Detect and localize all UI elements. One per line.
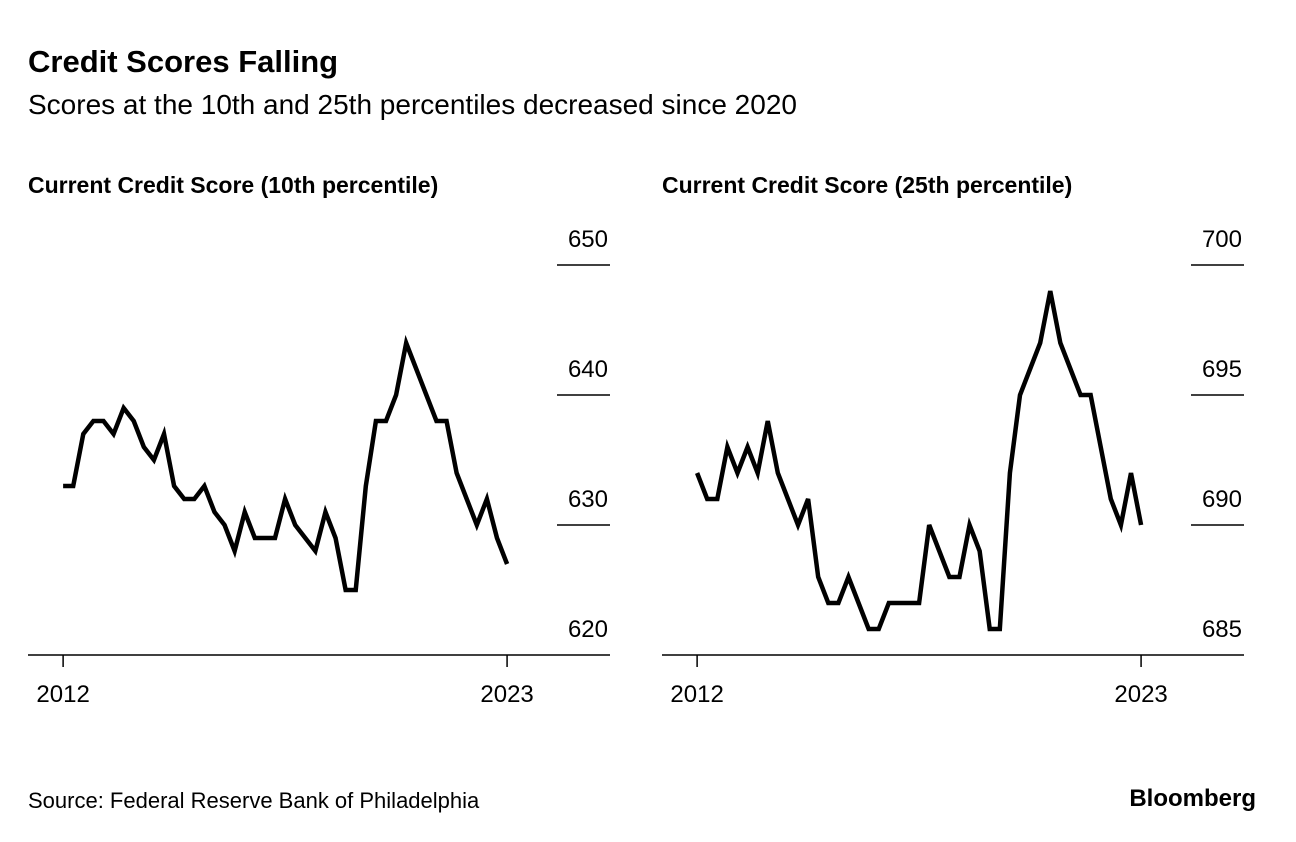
x-tick-label: 2012 — [36, 681, 89, 708]
line — [63, 334, 510, 593]
y-tick-label: 685 — [1202, 616, 1242, 643]
subtitle: Scores at the 10th and 25th percentiles … — [28, 89, 797, 120]
y-tick-label: 650 — [568, 226, 608, 253]
y-tick-label: 630 — [568, 486, 608, 513]
y-tick-label: 695 — [1202, 356, 1242, 383]
x-tick-label: 2023 — [1114, 681, 1167, 708]
logo: Bloomberg — [1129, 785, 1256, 812]
y-tick-label: 690 — [1202, 486, 1242, 513]
y-tick-label: 620 — [568, 616, 608, 643]
y-tick-label: 640 — [568, 356, 608, 383]
panel-title: Current Credit Score (25th percentile) — [662, 172, 1072, 198]
title: Credit Scores Falling — [28, 44, 338, 79]
panel-title: Current Credit Score (10th percentile) — [28, 172, 438, 198]
x-tick-label: 2012 — [670, 681, 723, 708]
y-tick-label: 700 — [1202, 226, 1242, 253]
line — [695, 290, 1144, 632]
x-tick-label: 2023 — [480, 681, 533, 708]
source: Source: Federal Reserve Bank of Philadel… — [28, 788, 480, 813]
